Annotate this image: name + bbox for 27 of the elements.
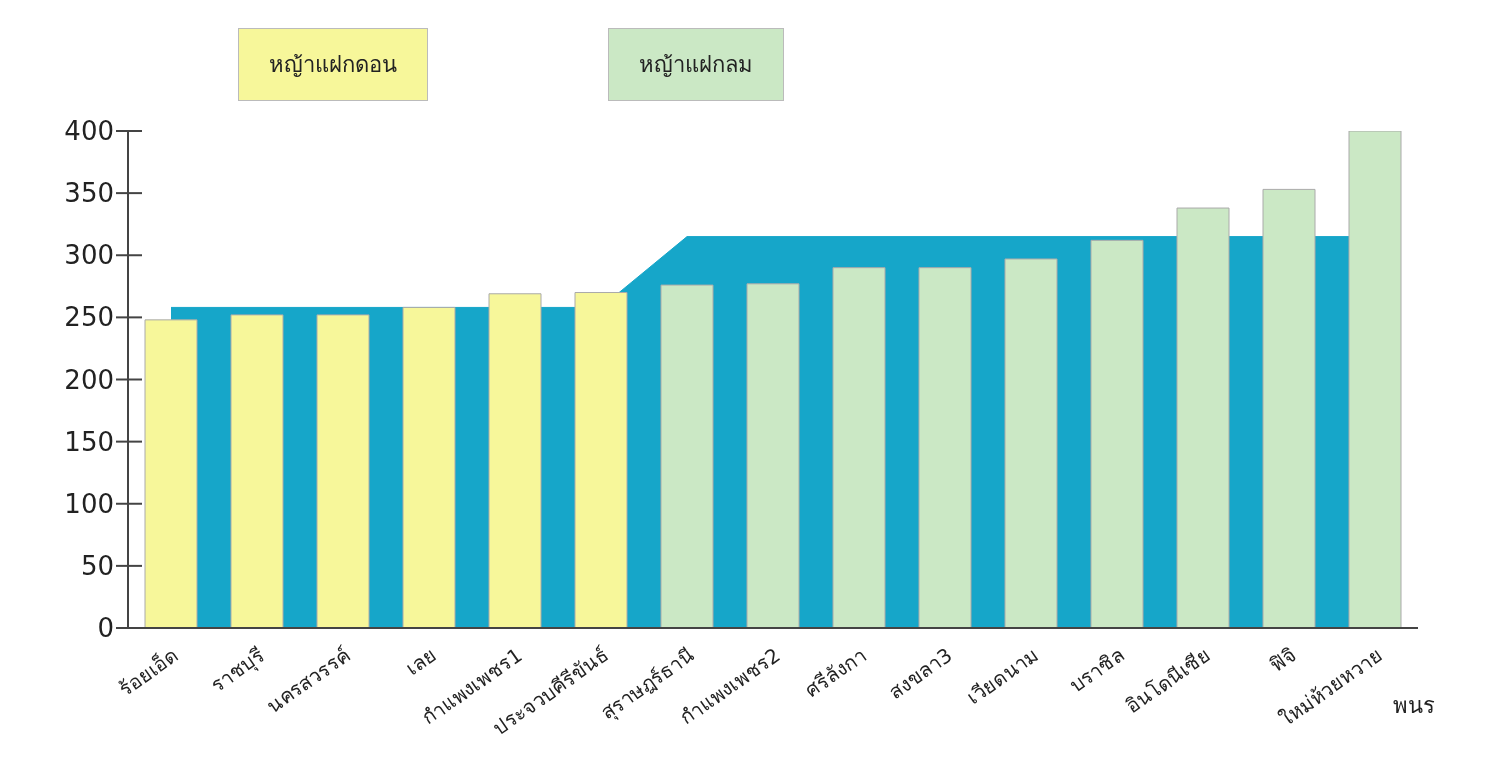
y-tick-label: 350 xyxy=(64,178,114,209)
bar xyxy=(230,314,284,628)
text: หญ้าแฝกลม xyxy=(608,28,784,101)
text: หญ้าแฝกดอน xyxy=(238,28,428,101)
y-tick-label: 100 xyxy=(64,488,114,519)
y-tick-label: 0 xyxy=(97,613,114,643)
y-tick-label: 300 xyxy=(64,240,114,271)
bar xyxy=(316,314,370,628)
bar xyxy=(832,267,886,628)
y-tick-label: 150 xyxy=(64,426,114,457)
bar xyxy=(1090,239,1144,628)
y-tick-label: 400 xyxy=(64,116,114,146)
y-tick-label: 200 xyxy=(64,364,114,395)
bar xyxy=(660,284,714,628)
bar xyxy=(1262,188,1316,628)
bar xyxy=(1348,131,1402,628)
bar xyxy=(488,293,542,628)
bar xyxy=(1004,258,1058,628)
bar xyxy=(918,267,972,628)
y-tick-label: 250 xyxy=(64,302,114,333)
x-axis-title: พนร xyxy=(1393,692,1435,718)
bar xyxy=(1176,207,1230,628)
bar xyxy=(746,283,800,628)
bar xyxy=(402,306,456,628)
y-tick-label: 50 xyxy=(80,550,114,581)
bar xyxy=(144,319,198,628)
bar xyxy=(574,292,628,628)
